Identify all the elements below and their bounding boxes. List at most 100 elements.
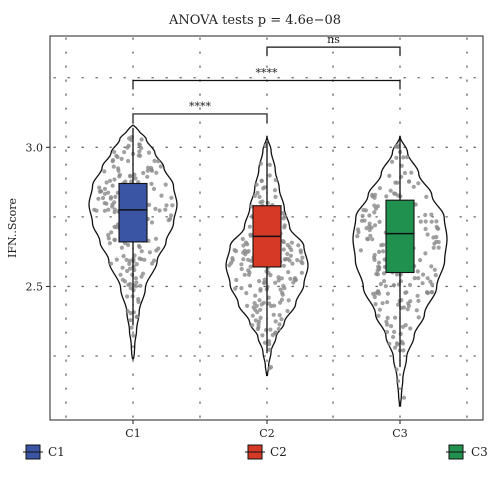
comparison-bracket [132, 79, 401, 90]
data-point [414, 308, 419, 313]
data-point [288, 276, 293, 281]
data-point [134, 280, 139, 285]
data-point [244, 291, 249, 296]
data-point [98, 189, 103, 194]
data-point [118, 272, 123, 277]
data-point [112, 149, 117, 154]
data-point [381, 271, 387, 276]
data-point [401, 348, 406, 353]
data-point [416, 315, 421, 320]
data-point [429, 264, 434, 269]
data-point [248, 233, 253, 238]
data-point [399, 163, 404, 168]
data-point [372, 252, 377, 258]
data-point [393, 345, 398, 350]
data-point [365, 237, 370, 242]
data-point [261, 186, 266, 191]
data-point [415, 293, 420, 298]
data-point [420, 281, 425, 286]
data-point [149, 220, 155, 225]
data-point [247, 224, 252, 229]
data-point [112, 200, 117, 205]
data-point [277, 322, 282, 327]
data-point [119, 245, 124, 250]
data-point [102, 208, 107, 213]
data-point [412, 276, 417, 281]
data-point [131, 333, 136, 338]
data-point [434, 219, 439, 224]
data-point [401, 155, 406, 160]
data-point [109, 230, 114, 235]
data-point [375, 268, 380, 273]
data-point [129, 179, 134, 184]
data-point [124, 257, 129, 262]
data-point [423, 226, 428, 232]
data-point [273, 331, 278, 336]
data-point [280, 210, 285, 216]
data-point [377, 249, 382, 254]
data-point [372, 210, 377, 215]
data-point [430, 290, 435, 295]
data-point [137, 149, 142, 154]
data-point [258, 200, 263, 205]
data-point [129, 325, 134, 330]
data-point [248, 264, 253, 269]
data-point [432, 267, 437, 272]
data-point [112, 237, 118, 243]
data-point [253, 318, 258, 323]
data-point [145, 174, 150, 179]
data-point [259, 178, 264, 184]
data-point [255, 326, 260, 332]
data-point [169, 195, 174, 200]
data-point [232, 248, 237, 253]
data-point [391, 334, 396, 340]
data-point [401, 395, 407, 400]
data-point [287, 258, 292, 263]
data-point [126, 242, 131, 248]
data-point [128, 173, 133, 178]
data-point [423, 219, 428, 224]
data-point [147, 250, 152, 255]
data-point [250, 313, 255, 318]
data-point [378, 281, 383, 287]
data-point [125, 294, 130, 299]
data-point [164, 203, 169, 208]
x-tick-label: C2 [259, 427, 274, 440]
data-point [241, 243, 246, 248]
data-point [119, 156, 124, 161]
data-point [108, 195, 114, 200]
data-point [273, 194, 278, 199]
data-point [266, 295, 271, 300]
violin-c3 [352, 136, 448, 407]
data-point [285, 242, 290, 248]
data-point [245, 303, 250, 308]
data-point [126, 143, 131, 148]
data-point [128, 266, 133, 271]
data-point [356, 230, 361, 235]
data-point [249, 204, 254, 209]
data-point [106, 190, 111, 195]
data-point [372, 257, 377, 262]
data-point [396, 302, 401, 307]
data-point [96, 196, 101, 201]
data-point [385, 322, 390, 327]
data-point [374, 271, 379, 277]
data-point [431, 235, 436, 240]
plot-marks [88, 124, 448, 407]
data-point [424, 194, 429, 199]
data-point [375, 289, 380, 295]
data-point [260, 333, 265, 338]
data-point [170, 203, 175, 208]
data-point [242, 272, 247, 277]
data-point [285, 308, 290, 314]
data-point [277, 313, 282, 318]
data-point [387, 341, 392, 346]
data-point [282, 225, 287, 230]
data-point [383, 284, 388, 289]
data-point [421, 272, 426, 277]
data-point [253, 293, 258, 298]
data-point [375, 204, 380, 209]
data-point [286, 298, 291, 303]
data-point [290, 261, 295, 266]
data-point [149, 168, 155, 173]
